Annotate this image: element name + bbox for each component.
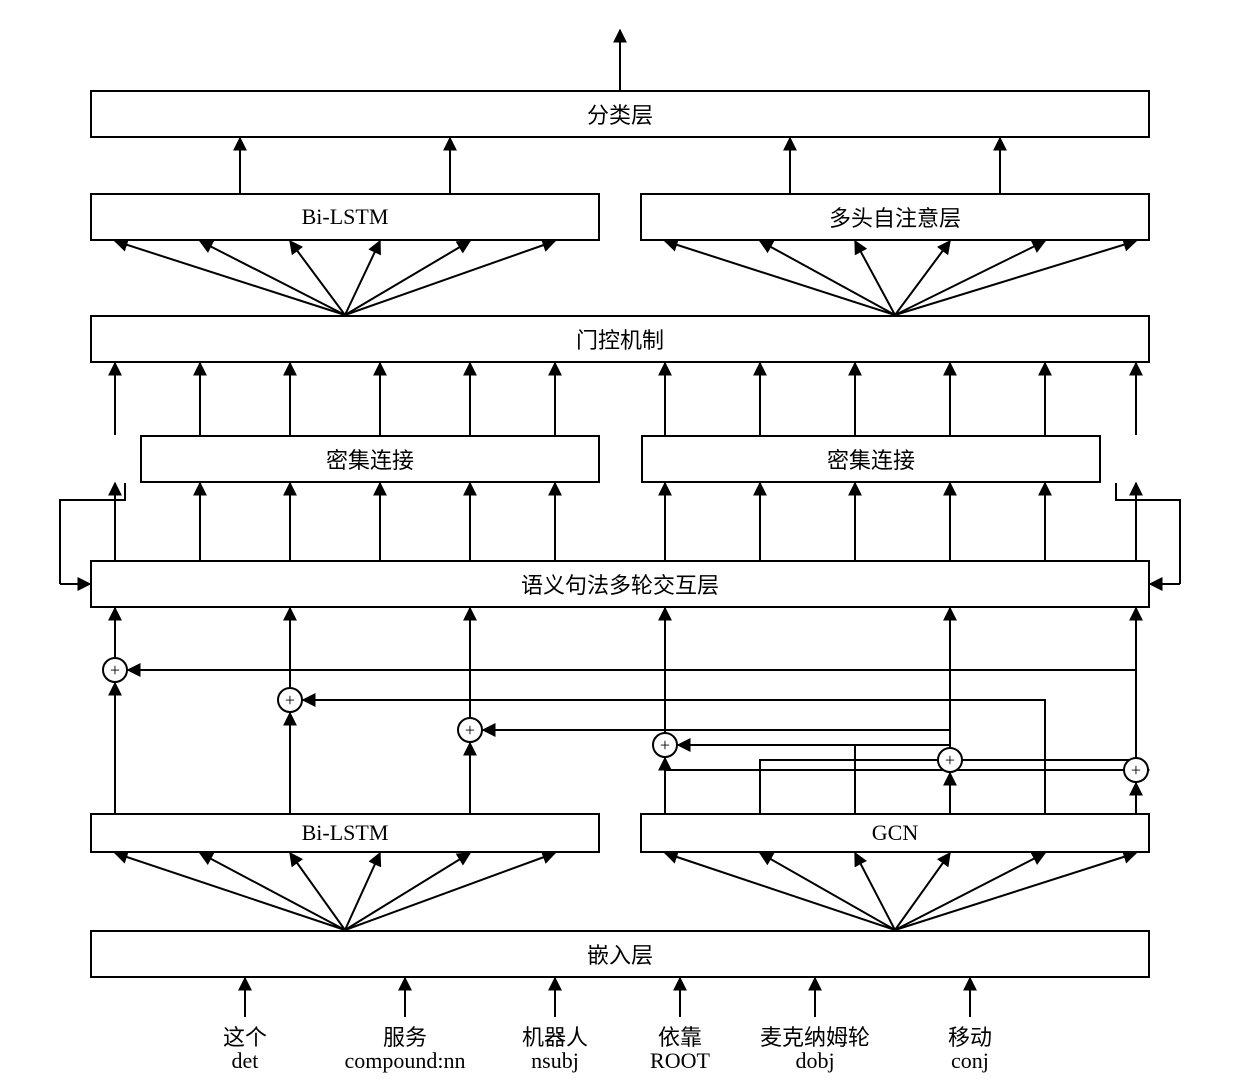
add-node: + xyxy=(937,747,963,773)
add-node: + xyxy=(652,732,678,758)
layer-interaction-label: 语义句法多轮交互层 xyxy=(521,568,719,600)
layer-embedding: 嵌入层 xyxy=(90,930,1150,978)
layer-dense-left-label: 密集连接 xyxy=(326,443,414,475)
layer-dense-right-label: 密集连接 xyxy=(827,443,915,475)
add-node: + xyxy=(277,687,303,713)
input-tag: compound:nn xyxy=(325,1048,485,1074)
layer-embedding-label: 嵌入层 xyxy=(587,938,653,970)
layer-classification: 分类层 xyxy=(90,90,1150,138)
layer-gating-label: 门控机制 xyxy=(576,323,664,355)
layer-bilstm-top-label: Bi-LSTM xyxy=(302,204,389,230)
layer-classification-label: 分类层 xyxy=(587,98,653,130)
layer-bilstm-bottom-label: Bi-LSTM xyxy=(302,820,389,846)
layer-dense-left: 密集连接 xyxy=(140,435,600,483)
layer-interaction: 语义句法多轮交互层 xyxy=(90,560,1150,608)
layer-dense-right: 密集连接 xyxy=(641,435,1101,483)
layer-gcn: GCN xyxy=(640,813,1150,853)
input-tag: dobj xyxy=(735,1048,895,1074)
layer-gating: 门控机制 xyxy=(90,315,1150,363)
add-node: + xyxy=(1123,757,1149,783)
input-tag: det xyxy=(165,1048,325,1074)
diagram-container: 分类层 Bi-LSTM 多头自注意层 门控机制 密集连接 密集连接 语义句法多轮… xyxy=(0,0,1240,1079)
add-node: + xyxy=(457,717,483,743)
layer-bilstm-top: Bi-LSTM xyxy=(90,193,600,241)
layer-bilstm-bottom: Bi-LSTM xyxy=(90,813,600,853)
layer-mh-selfattn: 多头自注意层 xyxy=(640,193,1150,241)
input-tag: conj xyxy=(890,1048,1050,1074)
diagram-svg xyxy=(0,0,1240,1079)
layer-gcn-label: GCN xyxy=(872,820,918,846)
add-node: + xyxy=(102,657,128,683)
layer-mh-selfattn-label: 多头自注意层 xyxy=(829,201,961,233)
